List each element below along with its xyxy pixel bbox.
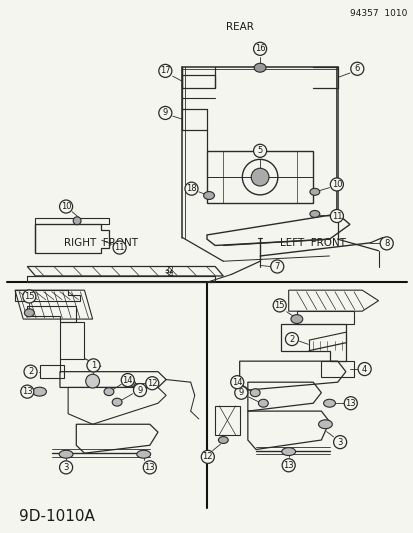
Circle shape <box>59 200 72 213</box>
Circle shape <box>185 182 197 195</box>
Circle shape <box>87 359 100 372</box>
Text: 1: 1 <box>90 361 96 370</box>
Text: 11: 11 <box>331 212 341 221</box>
Circle shape <box>159 64 171 77</box>
Text: 13: 13 <box>144 463 155 472</box>
Circle shape <box>357 362 370 376</box>
Ellipse shape <box>136 450 150 458</box>
Circle shape <box>23 290 36 303</box>
Circle shape <box>121 374 134 386</box>
Text: 10: 10 <box>61 202 71 211</box>
Circle shape <box>230 376 243 389</box>
Text: 12: 12 <box>147 379 157 387</box>
Ellipse shape <box>290 314 302 324</box>
Circle shape <box>270 260 283 273</box>
Circle shape <box>253 42 266 55</box>
Circle shape <box>21 385 34 398</box>
Text: 2: 2 <box>28 367 33 376</box>
Circle shape <box>343 397 356 410</box>
Ellipse shape <box>33 387 46 396</box>
Circle shape <box>85 374 99 388</box>
Circle shape <box>333 435 346 449</box>
Circle shape <box>59 461 72 474</box>
Ellipse shape <box>59 450 73 458</box>
Text: 13: 13 <box>282 461 293 470</box>
Text: 9: 9 <box>238 388 243 397</box>
Ellipse shape <box>281 448 295 456</box>
Text: 9: 9 <box>137 385 142 394</box>
Text: 8: 8 <box>383 239 389 248</box>
Circle shape <box>285 333 298 345</box>
Ellipse shape <box>258 399 268 407</box>
Text: 7: 7 <box>274 262 279 271</box>
Text: 14: 14 <box>122 376 133 385</box>
Ellipse shape <box>104 387 114 395</box>
Text: RIGHT  FRONT: RIGHT FRONT <box>64 238 138 248</box>
Circle shape <box>133 384 146 397</box>
Text: 5: 5 <box>257 147 262 155</box>
Text: 9: 9 <box>162 108 168 117</box>
Circle shape <box>330 209 343 223</box>
Circle shape <box>145 377 159 390</box>
Ellipse shape <box>112 398 122 406</box>
Circle shape <box>379 237 392 250</box>
Circle shape <box>113 241 126 254</box>
Circle shape <box>24 365 37 378</box>
Ellipse shape <box>24 309 34 317</box>
Circle shape <box>159 107 171 119</box>
Text: 14: 14 <box>231 378 242 386</box>
Circle shape <box>330 178 343 191</box>
Text: REAR: REAR <box>225 22 253 32</box>
Ellipse shape <box>309 211 319 217</box>
Circle shape <box>350 62 363 75</box>
Text: 18: 18 <box>186 184 196 193</box>
Ellipse shape <box>123 379 135 387</box>
Ellipse shape <box>309 188 319 195</box>
Circle shape <box>282 459 294 472</box>
Circle shape <box>251 168 268 186</box>
Ellipse shape <box>318 420 332 429</box>
Text: 11: 11 <box>114 243 125 252</box>
Text: 17: 17 <box>160 67 170 75</box>
Text: 3: 3 <box>63 463 69 472</box>
Text: 34: 34 <box>164 270 173 279</box>
Circle shape <box>73 217 81 225</box>
Text: 6: 6 <box>354 64 359 73</box>
Circle shape <box>253 144 266 157</box>
Ellipse shape <box>254 63 266 72</box>
Text: 15: 15 <box>274 301 284 310</box>
Text: 12: 12 <box>202 453 213 462</box>
Text: 13: 13 <box>22 387 33 396</box>
Text: 94357  1010: 94357 1010 <box>349 9 406 18</box>
Text: 4: 4 <box>361 365 366 374</box>
Circle shape <box>273 299 285 312</box>
Text: 9D-1010A: 9D-1010A <box>19 509 95 524</box>
Ellipse shape <box>250 389 259 397</box>
Text: LEFT  FRONT: LEFT FRONT <box>280 238 345 248</box>
Ellipse shape <box>203 191 214 199</box>
Text: 2: 2 <box>289 335 294 344</box>
Circle shape <box>201 450 214 463</box>
Ellipse shape <box>218 437 228 443</box>
Text: 16: 16 <box>254 44 265 53</box>
Ellipse shape <box>323 399 335 407</box>
Text: 3: 3 <box>337 438 342 447</box>
Text: 13: 13 <box>344 399 355 408</box>
Circle shape <box>234 386 247 399</box>
Text: 15: 15 <box>24 292 35 301</box>
Text: 10: 10 <box>331 180 341 189</box>
Text: 32: 32 <box>164 266 173 276</box>
Circle shape <box>143 461 156 474</box>
